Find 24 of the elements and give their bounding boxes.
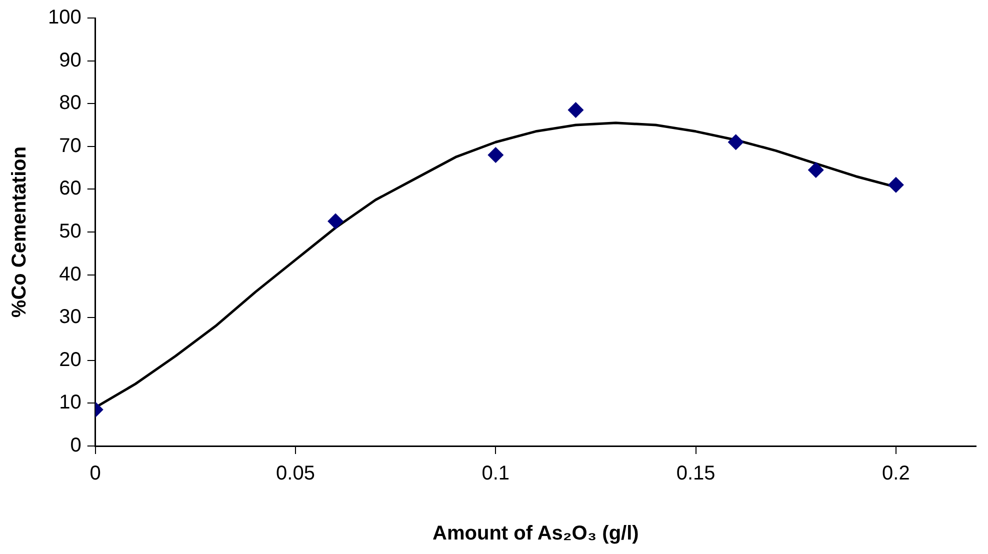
y-tick-label: 100	[48, 6, 82, 29]
x-tick-label: 0	[90, 462, 101, 485]
y-tick-label: 50	[59, 220, 82, 243]
y-tick-label: 30	[59, 306, 82, 328]
y-tick-label: 90	[59, 49, 82, 72]
y-axis-title: %Co Cementation	[8, 146, 31, 318]
y-tick-label: 0	[70, 434, 82, 457]
point	[488, 146, 504, 163]
point	[728, 134, 744, 150]
y-tick-label: 60	[59, 178, 82, 200]
point	[808, 162, 824, 178]
y-tick-label: 70	[59, 134, 82, 157]
x-tick-label: 0.2	[882, 462, 910, 485]
x-tick-label: 0.05	[276, 462, 315, 485]
y-tick-label: 80	[59, 92, 82, 114]
y-tick-label: 10	[59, 392, 82, 414]
x-axis-title: Amount of As₂O₃ (g/l)	[432, 522, 639, 545]
x-tick-label: 0.15	[676, 462, 716, 485]
point	[568, 102, 584, 118]
x-tick-label: 0.1	[482, 462, 510, 485]
point	[328, 213, 344, 230]
y-tick-label: 40	[59, 263, 82, 286]
point	[888, 176, 904, 193]
y-tick-label: 20	[59, 348, 82, 371]
